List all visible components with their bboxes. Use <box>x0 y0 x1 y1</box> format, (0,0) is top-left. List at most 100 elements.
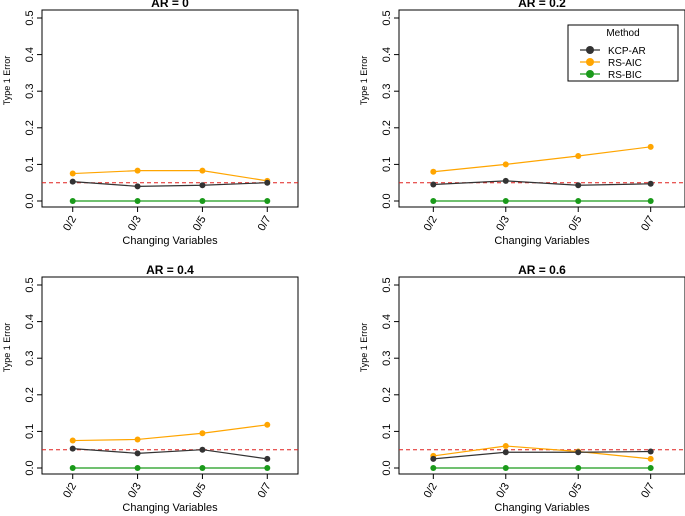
legend-swatch-dot <box>586 70 594 78</box>
data-point-rs-aic <box>502 161 509 168</box>
data-point-kcp-ar <box>199 182 206 189</box>
panel-title: AR = 0.4 <box>146 263 194 277</box>
y-axis-label: Type 1 Error <box>2 323 12 373</box>
x-tick-label: 0/3 <box>126 481 144 500</box>
x-axis-label: Changing Variables <box>494 235 590 247</box>
series-line-rs-aic <box>433 146 651 173</box>
data-point-rs-bic <box>69 465 76 471</box>
y-tick-label: 0.4 <box>381 314 393 329</box>
data-point-kcp-ar <box>199 446 206 453</box>
y-tick-label: 0.0 <box>24 193 36 208</box>
x-tick-label: 0/3 <box>494 214 512 233</box>
y-tick-label: 0.4 <box>24 47 36 62</box>
panel-title: AR = 0.2 <box>518 0 566 10</box>
y-tick-label: 0.0 <box>381 460 393 475</box>
y-tick-label: 0.2 <box>24 387 36 402</box>
panel-1: AR = 0.2 0.0 0.1 0.2 0.3 0.4 0.5 Type 1 Error 0/… <box>359 0 685 247</box>
data-point-rs-bic <box>199 465 206 471</box>
x-tick-label: 0/7 <box>639 481 657 500</box>
y-axis-label: Type 1 Error <box>359 56 369 106</box>
y-tick-label: 0.5 <box>24 10 36 25</box>
panel-title: AR = 0 <box>151 0 189 10</box>
data-point-rs-bic <box>575 465 582 471</box>
y-tick-label: 0.0 <box>381 193 393 208</box>
x-tick-label: 0/2 <box>422 481 440 500</box>
y-tick-label: 0.2 <box>24 120 36 135</box>
y-tick-label: 0.3 <box>24 351 36 366</box>
y-tick-label: 0.1 <box>381 157 393 172</box>
data-point-kcp-ar <box>264 455 271 462</box>
data-point-kcp-ar <box>647 448 654 455</box>
data-point-rs-bic <box>502 465 509 471</box>
y-tick-label: 0.4 <box>381 47 393 62</box>
series-line-kcp-ar <box>72 181 268 187</box>
y-tick-label: 0.5 <box>24 277 36 292</box>
panel-0: AR = 0 0.0 0.1 0.2 0.3 0.4 0.5 Type 1 Error 0/2 0… <box>2 0 299 247</box>
data-point-rs-aic <box>264 421 271 428</box>
data-point-rs-aic <box>575 152 582 159</box>
data-point-rs-aic <box>69 437 76 444</box>
data-point-kcp-ar <box>502 449 509 456</box>
data-point-kcp-ar <box>134 450 141 457</box>
data-point-kcp-ar <box>575 182 582 189</box>
data-point-rs-aic <box>647 143 654 150</box>
data-point-rs-bic <box>69 198 76 204</box>
x-tick-label: 0/7 <box>639 214 657 233</box>
x-axis-label: Changing Variables <box>122 235 218 247</box>
x-tick-label: 0/7 <box>256 481 274 500</box>
legend-entry: KCP-AR <box>608 46 646 57</box>
x-tick-label: 0/5 <box>191 481 209 500</box>
data-point-rs-bic <box>502 198 509 204</box>
x-tick-label: 0/2 <box>422 214 440 233</box>
x-tick-label: 0/5 <box>567 481 585 500</box>
y-tick-label: 0.4 <box>24 314 36 329</box>
data-point-kcp-ar <box>69 178 76 185</box>
series-line-kcp-ar <box>72 448 268 460</box>
data-point-kcp-ar <box>430 181 437 188</box>
data-point-rs-aic <box>502 443 509 450</box>
legend-entry: RS-BIC <box>608 70 642 81</box>
series-line-rs-aic <box>433 445 651 460</box>
legend-swatch-dot <box>586 46 594 54</box>
legend-title: Method <box>606 28 639 39</box>
data-point-kcp-ar <box>575 449 582 456</box>
x-tick-label: 0/2 <box>61 481 79 500</box>
data-point-rs-bic <box>575 198 582 204</box>
x-tick-label: 0/7 <box>256 214 274 233</box>
data-point-rs-aic <box>430 168 437 175</box>
legend-entry: RS-AIC <box>608 58 642 69</box>
data-point-rs-bic <box>134 198 141 204</box>
x-tick-label: 0/5 <box>191 214 209 233</box>
y-tick-label: 0.0 <box>24 460 36 475</box>
data-point-kcp-ar <box>134 183 141 190</box>
data-point-kcp-ar <box>502 177 509 184</box>
data-point-rs-aic <box>69 170 76 177</box>
data-point-rs-bic <box>647 465 654 471</box>
y-tick-label: 0.5 <box>381 10 393 25</box>
x-tick-label: 0/2 <box>61 214 79 233</box>
data-point-rs-aic <box>199 167 206 174</box>
y-tick-label: 0.3 <box>381 84 393 99</box>
y-tick-label: 0.5 <box>381 277 393 292</box>
x-tick-label: 0/3 <box>126 214 144 233</box>
panel-3: AR = 0.6 0.0 0.1 0.2 0.3 0.4 0.5 Type 1 Error 0/… <box>359 263 685 514</box>
x-axis-label: Changing Variables <box>494 502 590 514</box>
series-line-rs-aic <box>72 170 268 182</box>
y-axis-label: Type 1 Error <box>359 323 369 373</box>
plot-frame <box>41 9 299 208</box>
plot-frame <box>398 9 685 208</box>
x-tick-label: 0/5 <box>567 214 585 233</box>
y-axis-label: Type 1 Error <box>2 56 12 106</box>
series-line-kcp-ar <box>433 180 651 186</box>
x-tick-label: 0/3 <box>494 481 512 500</box>
y-tick-label: 0.1 <box>381 424 393 439</box>
data-point-rs-aic <box>199 430 206 437</box>
series-line-rs-aic <box>72 424 268 442</box>
data-point-kcp-ar <box>264 179 271 186</box>
data-point-kcp-ar <box>69 445 76 452</box>
data-point-rs-bic <box>264 465 271 471</box>
data-point-kcp-ar <box>430 455 437 462</box>
data-point-rs-bic <box>134 465 141 471</box>
